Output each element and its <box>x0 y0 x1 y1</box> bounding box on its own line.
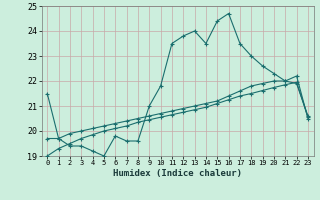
X-axis label: Humidex (Indice chaleur): Humidex (Indice chaleur) <box>113 169 242 178</box>
